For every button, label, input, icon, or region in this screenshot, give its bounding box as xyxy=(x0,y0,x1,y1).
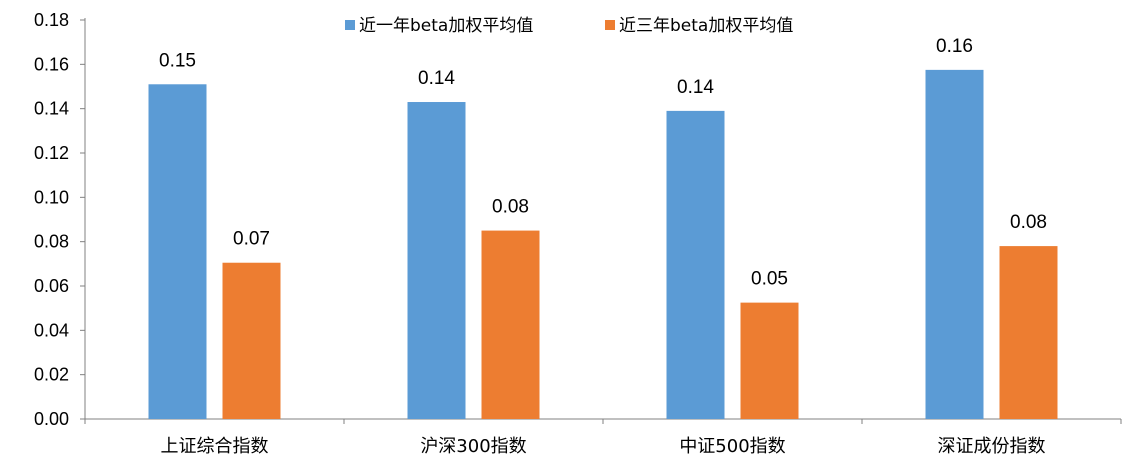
bar-data-label: 0.14 xyxy=(677,77,714,98)
bar-one-year xyxy=(407,102,466,420)
x-category-label: 深证成份指数 xyxy=(938,436,1046,457)
x-category-label: 中证500指数 xyxy=(679,436,785,457)
bar-one-year xyxy=(925,69,984,419)
y-tick-label: 0.12 xyxy=(34,143,69,163)
y-tick-label: 0.08 xyxy=(34,232,69,252)
data-labels: 0.15 0.14 0.14 0.16 0.07 0.08 0.05 0.08 xyxy=(159,36,1047,290)
x-category-label: 上证综合指数 xyxy=(161,436,269,457)
bar-data-label: 0.16 xyxy=(936,36,973,57)
y-tick-label: 0.18 xyxy=(34,10,69,30)
bar-data-label: 0.05 xyxy=(751,269,788,290)
bar-series xyxy=(148,69,1058,420)
bar-one-year xyxy=(666,110,725,419)
y-tick-label: 0.14 xyxy=(34,99,69,119)
y-tick-label: 0.02 xyxy=(34,365,69,385)
y-axis: 0.00 0.02 0.04 0.06 0.08 0.10 0.12 0.14 0.16 0.18 xyxy=(34,10,86,429)
x-category-label: 沪深300指数 xyxy=(420,436,526,457)
bar-three-year xyxy=(222,262,281,419)
bar-three-year xyxy=(999,246,1058,419)
bar-data-label: 0.07 xyxy=(233,229,270,250)
bar-data-label: 0.08 xyxy=(492,197,529,218)
y-tick-label: 0.04 xyxy=(34,320,69,340)
y-tick-label: 0.16 xyxy=(34,54,69,74)
x-axis: 上证综合指数 沪深300指数 中证500指数 深证成份指数 xyxy=(84,418,1122,457)
legend: 近一年beta加权平均值 近三年beta加权平均值 xyxy=(345,16,793,36)
y-tick-label: 0.06 xyxy=(34,276,69,296)
bar-one-year xyxy=(148,84,207,420)
bar-three-year xyxy=(740,302,799,419)
y-tick-label: 0.10 xyxy=(34,187,69,207)
legend-swatch xyxy=(345,20,355,30)
bar-data-label: 0.15 xyxy=(159,50,196,71)
bar-data-label: 0.08 xyxy=(1010,212,1047,233)
bar-three-year xyxy=(481,230,540,419)
y-tick-label: 0.00 xyxy=(34,409,69,429)
bar-data-label: 0.14 xyxy=(418,68,455,89)
legend-label: 近三年beta加权平均值 xyxy=(619,16,793,36)
legend-swatch xyxy=(605,20,615,30)
legend-label: 近一年beta加权平均值 xyxy=(359,16,533,36)
